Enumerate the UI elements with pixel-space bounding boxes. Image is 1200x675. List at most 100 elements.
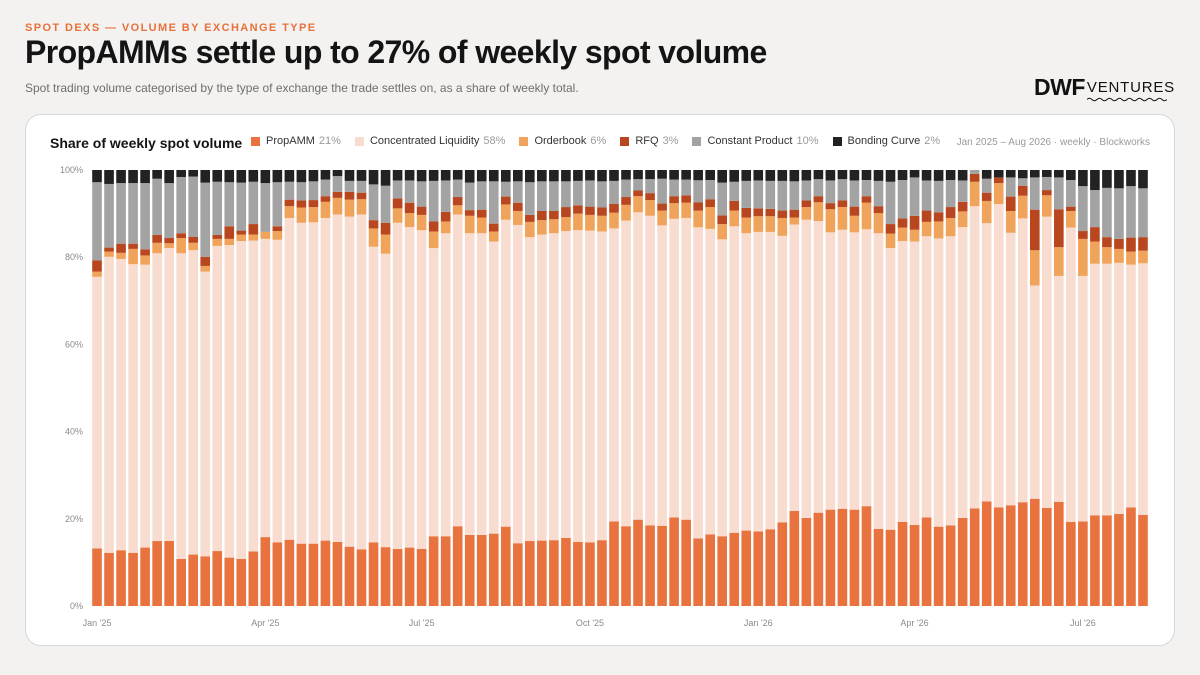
bar-segment-concentrated-liquidity (476, 233, 487, 535)
bar-segment-constant-product (741, 180, 752, 208)
bar-segment-bonding-curve (717, 170, 727, 183)
x-tick-label: Oct '25 (576, 618, 604, 628)
bar-segment-constant-product (356, 180, 367, 193)
bar-segment-constant-product (957, 180, 968, 202)
bar-segment-orderbook (801, 207, 812, 220)
bar-segment-concentrated-liquidity (933, 238, 944, 527)
bar-segment-orderbook (873, 213, 884, 234)
bar-segment-bonding-curve (957, 170, 968, 181)
bar-segment-orderbook (464, 215, 475, 234)
bar-segment-propamm (921, 517, 932, 606)
bar-segment-propamm (633, 519, 643, 606)
bar-segment-orderbook (428, 231, 439, 249)
bar-segment-concentrated-liquidity (1005, 232, 1016, 506)
bar-segment-propamm (753, 531, 764, 606)
bar-segment-orderbook (753, 216, 764, 232)
bar-segment-rfq (765, 208, 776, 217)
bar-segment-bonding-curve (140, 170, 150, 184)
bar-segment-bonding-curve (873, 170, 884, 181)
bar-segment-bonding-curve (116, 170, 126, 184)
bar-segment-rfq (500, 196, 511, 205)
bar-segment-orderbook (549, 219, 559, 234)
bar-segment-rfq (116, 243, 126, 253)
bar-segment-bonding-curve (741, 170, 752, 181)
bar-segment-rfq (1042, 190, 1052, 196)
bar-segment-constant-product (1114, 188, 1124, 239)
bar-segment-bonding-curve (909, 170, 920, 178)
bar-segment-propamm (260, 537, 271, 606)
bar-segment-rfq (392, 198, 403, 209)
bar-segment-concentrated-liquidity (1090, 263, 1100, 516)
bar-segment-rfq (1126, 237, 1136, 252)
bar-segment-bonding-curve (981, 170, 992, 179)
bar-segment-constant-product (693, 180, 703, 203)
bar-segment-orderbook (476, 217, 487, 234)
x-tick-label: Apr '26 (900, 618, 928, 628)
bar-segment-bonding-curve (176, 170, 186, 177)
bar-segment-propamm (1017, 502, 1028, 606)
bar-segment-bonding-curve (837, 170, 848, 180)
bar-segment-constant-product (200, 182, 211, 257)
bar-segment-rfq (296, 200, 307, 208)
bar-segment-concentrated-liquidity (332, 214, 343, 542)
bar-segment-orderbook (729, 210, 740, 227)
bar-segment-rfq (380, 222, 391, 235)
bar-segment-concentrated-liquidity (1102, 263, 1112, 516)
bar-segment-concentrated-liquidity (921, 236, 932, 518)
legend-item: Bonding Curve 2% (832, 135, 940, 147)
bar-segment-bonding-curve (597, 170, 607, 182)
bar-segment-rfq (164, 238, 174, 244)
bar-segment-constant-product (404, 180, 415, 203)
bar-segment-orderbook (1114, 248, 1124, 263)
bar-segment-orderbook (440, 221, 451, 234)
bar-segment-bonding-curve (1054, 170, 1064, 178)
bar-segment-constant-product (681, 179, 691, 196)
bar-segment-orderbook (513, 210, 523, 225)
bar-segment-constant-product (765, 180, 776, 209)
bar-segment-propamm (765, 529, 776, 606)
bar-segment-propamm (693, 538, 703, 606)
bar-segment-orderbook (1066, 210, 1076, 228)
bar-segment-constant-product (368, 184, 379, 221)
bar-segment-constant-product (729, 181, 740, 201)
bar-segment-rfq (1102, 237, 1112, 248)
bar-segment-rfq (452, 197, 463, 206)
bar-segment-propamm (308, 543, 319, 606)
bar-segment-constant-product (645, 179, 655, 194)
bar-segment-orderbook (789, 217, 800, 225)
bar-segment-concentrated-liquidity (152, 253, 162, 542)
bar-segment-orderbook (969, 181, 980, 207)
bar-segment-constant-product (513, 181, 523, 203)
legend-pct: 58% (483, 135, 506, 147)
bar-segment-propamm (1066, 521, 1076, 606)
bar-segment-orderbook (885, 233, 896, 249)
bar-segment-bonding-curve (284, 170, 295, 182)
bar-segment-concentrated-liquidity (356, 214, 367, 550)
bar-segment-bonding-curve (885, 170, 896, 182)
bar-segment-bonding-curve (993, 170, 1004, 178)
legend-label: RFQ (635, 135, 659, 147)
bar-segment-orderbook (681, 202, 691, 218)
legend-item: RFQ 3% (620, 135, 678, 147)
bar-segment-concentrated-liquidity (1126, 264, 1136, 508)
bar-segment-constant-product (981, 178, 992, 193)
bar-segment-bonding-curve (1042, 170, 1052, 177)
bar-segment-constant-product (212, 181, 223, 235)
bar-segment-propamm (188, 554, 198, 606)
bar-segment-rfq (981, 192, 992, 201)
bar-segment-constant-product (164, 183, 174, 239)
bar-segment-concentrated-liquidity (236, 241, 247, 559)
bar-segment-concentrated-liquidity (128, 264, 138, 553)
chart-card: Share of weekly spot volume PropAMM 21% Co… (25, 114, 1175, 646)
bar-segment-orderbook (993, 183, 1004, 205)
bar-segment-concentrated-liquidity (452, 214, 463, 527)
bar-segment-rfq (404, 202, 415, 214)
bar-segment-orderbook (561, 217, 571, 232)
bar-segment-concentrated-liquidity (669, 218, 679, 518)
bar-segment-bonding-curve (1090, 170, 1100, 191)
legend-swatch (692, 136, 702, 146)
bar-segment-concentrated-liquidity (224, 244, 235, 558)
bar-segment-propamm (837, 508, 848, 606)
bar-segment-concentrated-liquidity (428, 248, 439, 537)
bar-segment-orderbook (296, 207, 307, 223)
